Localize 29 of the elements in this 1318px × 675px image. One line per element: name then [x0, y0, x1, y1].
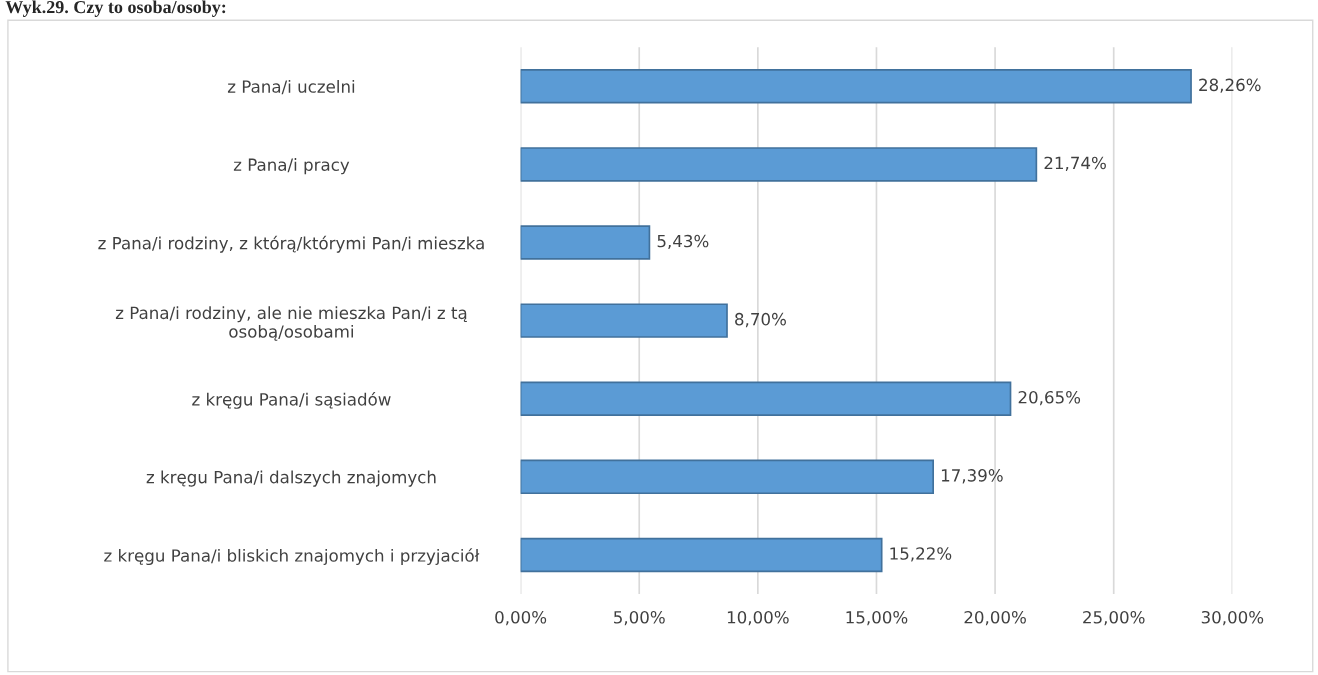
bar	[520, 381, 1012, 416]
data-label: 8,70%	[735, 312, 786, 328]
y-tick-label: z kręgu Pana/i bliskich znajomych i przyjaciół	[104, 548, 480, 566]
y-tick-label: z Pana/i rodziny, z którą/którymi Pan/i mieszka	[98, 235, 484, 253]
bar	[520, 147, 1038, 182]
x-tick-label: 10,00%	[727, 610, 789, 626]
bar	[520, 537, 883, 573]
y-tick-label: z Pana/i pracy	[233, 158, 350, 175]
text: Wyk.29. Czy to osoba/osoby:	[5, 0, 226, 17]
y-tick-label: z kręgu Pana/i sąsiadów	[192, 392, 391, 409]
x-tick-label: 25,00%	[1083, 610, 1145, 626]
data-label: 20,65%	[1018, 390, 1081, 406]
data-label: 15,22%	[890, 547, 952, 562]
bar	[520, 225, 651, 260]
data-label: 17,39%	[941, 469, 1003, 484]
x-tick-label: 0,00%	[495, 610, 547, 626]
bar	[520, 303, 728, 338]
y-tick-label: z Pana/i uczelni	[227, 79, 355, 95]
bar	[520, 459, 935, 495]
x-tick-label: 20,00%	[964, 610, 1026, 626]
x-tick-label: 30,00%	[1201, 610, 1264, 626]
data-label: 28,26%	[1199, 78, 1261, 93]
x-tick-label: 5,00%	[614, 610, 665, 626]
x-tick-label: 15,00%	[846, 610, 908, 626]
y-tick-label: z kręgu Pana/i dalszych znajomych	[146, 470, 436, 487]
data-label: 21,74%	[1044, 156, 1106, 171]
bar	[520, 69, 1192, 104]
data-label: 5,43%	[657, 234, 709, 250]
y-tick-label: z Pana/i rodziny, ale nie mieszka Pan/i z tą osobą/osobami	[115, 306, 467, 341]
